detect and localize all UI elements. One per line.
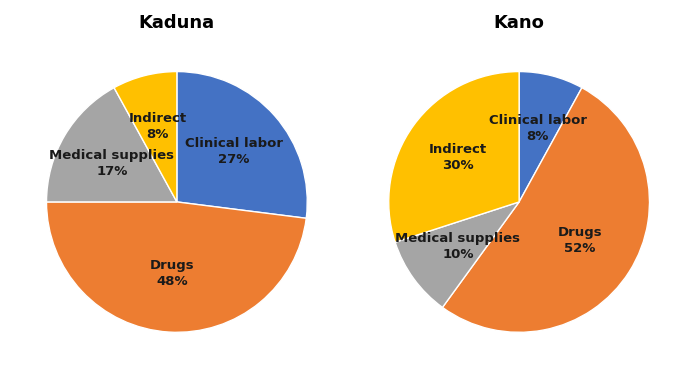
- Wedge shape: [177, 72, 307, 218]
- Wedge shape: [519, 72, 582, 202]
- Wedge shape: [389, 72, 519, 242]
- Text: Clinical labor
27%: Clinical labor 27%: [184, 138, 283, 166]
- Wedge shape: [47, 202, 306, 332]
- Text: Drugs
48%: Drugs 48%: [150, 259, 195, 288]
- Text: Medical supplies
10%: Medical supplies 10%: [395, 232, 521, 261]
- Text: Indirect
8%: Indirect 8%: [128, 112, 187, 141]
- Wedge shape: [47, 88, 177, 202]
- Wedge shape: [395, 202, 519, 307]
- Wedge shape: [114, 72, 177, 202]
- Text: Indirect
30%: Indirect 30%: [429, 143, 487, 172]
- Text: Medical supplies
17%: Medical supplies 17%: [49, 149, 174, 178]
- Title: Kano: Kano: [493, 14, 544, 32]
- Wedge shape: [443, 88, 649, 332]
- Text: Drugs
52%: Drugs 52%: [557, 226, 602, 255]
- Text: Clinical labor
8%: Clinical labor 8%: [489, 114, 587, 143]
- Title: Kaduna: Kaduna: [139, 14, 215, 32]
